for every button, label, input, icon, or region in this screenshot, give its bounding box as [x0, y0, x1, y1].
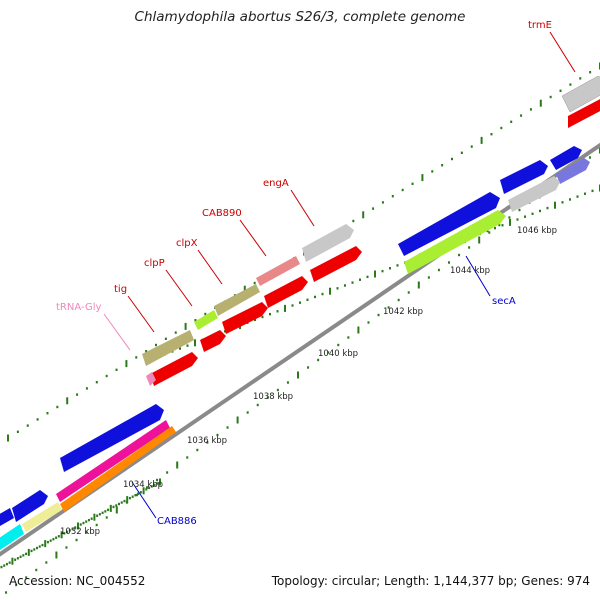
- length-value: 1,144,377 bp: [433, 574, 514, 588]
- gene-label-trmE[interactable]: trmE: [528, 20, 552, 31]
- gene-clpP-bar[interactable]: [194, 310, 218, 330]
- gene-blue-bar-2[interactable]: [500, 160, 548, 194]
- gene-red-bar-clpP[interactable]: [222, 302, 268, 334]
- gene-lavender-bar[interactable]: [556, 158, 590, 184]
- map-title: Chlamydophila abortus S26/3, complete ge…: [134, 9, 466, 25]
- gene-red-bar-engA[interactable]: [310, 246, 362, 282]
- gene-red-bar-trmE[interactable]: [568, 96, 600, 128]
- gene-magenta-bar[interactable]: [56, 420, 170, 502]
- scale-label: 1038 kbp: [253, 392, 293, 402]
- scale-label: 1040 kbp: [318, 349, 358, 359]
- gene-orange-bar[interactable]: [60, 426, 176, 512]
- gene-engA-bar[interactable]: [302, 224, 354, 262]
- topology-label: Topology:: [271, 574, 328, 588]
- gene-features: [0, 75, 600, 550]
- scale-label: 1046 kbp: [517, 226, 557, 236]
- gene-blue-bar-4[interactable]: [12, 490, 48, 522]
- scale-ticks: [0, 62, 600, 594]
- scale-label: 1034 kbp: [123, 480, 163, 490]
- gene-label-CAB886[interactable]: CAB886: [157, 516, 197, 527]
- accession-footer: Accession: NC_004552: [9, 574, 145, 588]
- genes-label: Genes:: [521, 574, 564, 588]
- gene-label-secA[interactable]: secA: [492, 296, 516, 307]
- accession-value: NC_004552: [76, 574, 146, 588]
- gene-secA-blue-bar[interactable]: [398, 192, 500, 256]
- gene-label-engA[interactable]: engA: [263, 178, 289, 189]
- gene-secA-lime-bar[interactable]: [404, 210, 506, 274]
- gene-red-bar-clpX[interactable]: [264, 276, 308, 308]
- scale-label: 1042 kbp: [383, 307, 423, 317]
- gene-blue-bar-3[interactable]: [60, 404, 164, 472]
- topology-value: circular: [331, 574, 377, 588]
- gene-tig-bar[interactable]: [142, 330, 194, 366]
- gene-trmE-bar[interactable]: [561, 75, 600, 113]
- gene-khaki-bar[interactable]: [22, 502, 62, 532]
- gene-tRNA-Gly-bar[interactable]: [146, 372, 156, 386]
- gene-red-bar-tig[interactable]: [150, 352, 198, 386]
- gene-clpX-bar[interactable]: [214, 284, 260, 316]
- gene-blue-bar-1[interactable]: [550, 146, 582, 170]
- gene-labels: trmE engA CAB890 clpX clpP tig tRNA-Gly …: [56, 20, 576, 527]
- gene-red-bar-small[interactable]: [200, 330, 226, 352]
- separator: ;: [376, 574, 381, 588]
- scale-labels: 1032 kbp 1034 kbp 1036 kbp 1038 kbp 1040…: [60, 226, 557, 537]
- accession-label: Accession:: [9, 574, 73, 588]
- gene-label-CAB890[interactable]: CAB890: [202, 208, 242, 219]
- gene-label-tRNA-Gly[interactable]: tRNA-Gly: [56, 302, 101, 313]
- scale-label: 1032 kbp: [60, 527, 100, 537]
- scale-label: 1036 kbp: [187, 436, 227, 446]
- length-label: Length:: [384, 574, 430, 588]
- gene-blue-bar-5[interactable]: [0, 508, 14, 526]
- gene-cyan-bar[interactable]: [0, 524, 24, 550]
- gene-label-tig[interactable]: tig: [114, 284, 127, 295]
- genome-stats-footer: Topology: circular; Length: 1,144,377 bp…: [272, 574, 590, 588]
- scale-label: 1044 kbp: [450, 266, 490, 276]
- gene-label-clpX[interactable]: clpX: [176, 238, 198, 249]
- gene-label-clpP[interactable]: clpP: [144, 258, 165, 269]
- gene-gray-bar-1[interactable]: [508, 176, 560, 212]
- separator: ;: [513, 574, 518, 588]
- genes-value: 974: [567, 574, 590, 588]
- gene-CAB890-bar[interactable]: [256, 256, 300, 286]
